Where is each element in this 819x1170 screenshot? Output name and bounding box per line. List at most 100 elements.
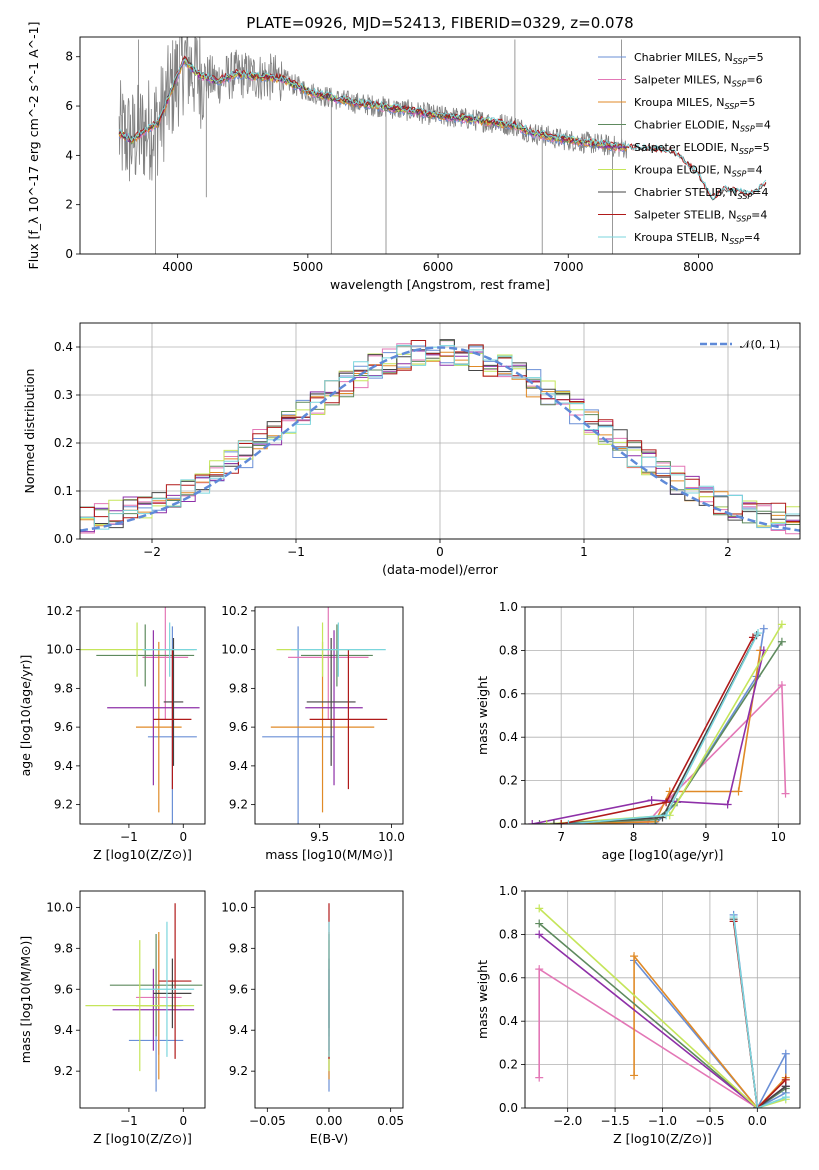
residuals-panel: −2 −1 0 1 2 0.0 0.1 0.2 0.3 0.4 (data-model)/error… <box>22 322 801 577</box>
marker-kroupa-elodie <box>535 904 544 913</box>
y-axis-label: age [log10(age/yr)] <box>18 655 33 777</box>
normal-curve <box>80 346 800 532</box>
y-tick-label: 9.6 <box>54 720 73 734</box>
axes-frame <box>79 36 801 255</box>
marker-kroupa-stelib <box>729 913 738 922</box>
plot-area <box>528 620 790 824</box>
axes-frame <box>524 890 801 1109</box>
line-kroupa-elodie <box>538 907 787 1108</box>
x-tick-label: 10 <box>771 830 786 844</box>
figure-title: PLATE=0926, MJD=52413, FIBERID=0329, z=0… <box>246 14 633 32</box>
marker-salpeter-miles <box>535 965 544 974</box>
x-tick-label: −2.0 <box>553 1114 582 1128</box>
plot-area <box>85 903 203 1092</box>
line-kroupa-stelib <box>732 916 787 1108</box>
marker-salpeter-elodie <box>528 820 537 824</box>
legend-count: =4 <box>744 231 760 244</box>
x-axis-label: age [log10(age/yr)] <box>602 847 724 862</box>
marker-chabrier-miles <box>759 624 768 633</box>
y-tick-label: 0.6 <box>499 971 518 985</box>
y-tick-label: 9.2 <box>229 1064 248 1078</box>
model-kroupa-stelib <box>119 59 767 200</box>
legend-text: Salpeter MILES, N <box>634 74 732 87</box>
x-tick-label: −1.5 <box>601 1114 630 1128</box>
legend-count: =4 <box>751 209 767 222</box>
x-tick-label: 7 <box>557 830 565 844</box>
marker-kroupa-stelib <box>564 820 573 824</box>
axes-frame <box>79 606 206 825</box>
marker-chabrier-elodie <box>777 637 786 646</box>
y-tick-label: 9.8 <box>54 941 73 955</box>
x-tick-label: −1.0 <box>648 1114 677 1128</box>
y-tick-label: 10.0 <box>221 643 248 657</box>
marker-kroupa-stelib <box>753 1104 762 1108</box>
y-tick-label: 10.0 <box>221 900 248 914</box>
marker-salpeter-miles <box>781 789 790 798</box>
y-tick-label: 0.0 <box>499 1101 518 1115</box>
marker-kroupa-elodie <box>542 820 551 824</box>
grid <box>525 606 800 825</box>
marker-salpeter-elodie <box>535 930 544 939</box>
z-weight-panel: −2.0 −1.5 −1.0 −0.5 0.0 0.0 0.2 0.4 0.6 0.8 1.0 Z [… <box>475 884 801 1146</box>
y-tick-label: 10.2 <box>46 604 73 618</box>
legend-count: =6 <box>746 74 762 87</box>
x-tick-label: 0 <box>179 1114 187 1128</box>
x-axis-label: Z [log10(Z/Z⊙)] <box>613 1131 712 1146</box>
y-tick-label: 10.2 <box>221 604 248 618</box>
legend-count: =5 <box>739 96 755 109</box>
observed-spectrum <box>118 37 628 254</box>
x-tick-label: 5000 <box>293 260 324 274</box>
y-tick-label: 9.6 <box>54 982 73 996</box>
plot-area <box>118 37 767 254</box>
z-age-panel: −1 0 9.2 9.4 9.6 9.8 10.0 10.2 Z [log10(Z/Z⊙)] ag… <box>18 604 206 862</box>
line-chabrier-elodie <box>538 922 787 1108</box>
marker-kroupa-stelib <box>754 629 763 638</box>
y-tick-label: 0.0 <box>54 532 73 546</box>
y-tick-label: 0.8 <box>499 927 518 941</box>
legend-subscript: SSP <box>740 125 755 134</box>
legend-label: Kroupa MILES, NSSP=5 <box>634 96 755 111</box>
y-tick-label: 0.0 <box>499 817 518 831</box>
legend-text: Kroupa STELIB, N <box>634 231 729 244</box>
model-chabrier-stelib <box>118 57 767 201</box>
legend-label: Chabrier MILES, NSSP=5 <box>634 51 764 66</box>
grid <box>525 890 800 1109</box>
y-tick-label: 1.0 <box>499 600 518 614</box>
y-tick-label: 0.2 <box>499 774 518 788</box>
y-tick-label: 1.0 <box>499 884 518 898</box>
y-tick-label: 0 <box>65 247 73 261</box>
y-tick-label: 0.6 <box>499 687 518 701</box>
y-tick-label: 10.0 <box>46 643 73 657</box>
legend-subscript: SSP <box>732 80 747 89</box>
ebv-mass-panel: −0.05 0.00 0.05 9.2 9.4 9.6 9.8 10.0 E(B-V) <box>221 890 404 1146</box>
y-tick-label: 8 <box>65 50 73 64</box>
marker-chabrier-elodie <box>535 919 544 928</box>
y-tick-label: 0.4 <box>499 730 518 744</box>
legend-text: Chabrier ELODIE, N <box>634 119 740 132</box>
histogram-salpeter-stelib <box>80 340 800 522</box>
marker-kroupa-stelib <box>662 811 671 820</box>
legend-count: =5 <box>754 141 770 154</box>
marker-salpeter-miles <box>535 1073 544 1082</box>
y-tick-label: 0.1 <box>54 484 73 498</box>
legend-subscript: SSP <box>732 170 747 179</box>
legend-text: Kroupa MILES, N <box>634 96 724 109</box>
legend-text: Salpeter ELODIE, N <box>634 141 739 154</box>
x-tick-label: −2 <box>143 545 161 559</box>
x-tick-label: 4000 <box>162 260 193 274</box>
y-tick-label: 9.2 <box>54 1064 73 1078</box>
y-tick-label: 2 <box>65 198 73 212</box>
legend-count: =4 <box>746 164 762 177</box>
marker-salpeter-stelib <box>557 820 566 824</box>
age-weight-panel: 7 8 9 10 0.0 0.2 0.4 0.6 0.8 1.0 age [log10(age/yr… <box>475 600 801 862</box>
x-axis-label: (data-model)/error <box>382 562 499 577</box>
x-tick-label: −0.5 <box>695 1114 724 1128</box>
x-tick-label: 0.00 <box>316 1114 343 1128</box>
legend-subscript: SSP <box>739 147 754 156</box>
x-tick-label: 9 <box>702 830 710 844</box>
x-tick-label: −1 <box>287 545 305 559</box>
x-tick-label: 6000 <box>423 260 454 274</box>
x-tick-label: 10.0 <box>378 830 405 844</box>
marker-kroupa-miles <box>630 1071 639 1080</box>
